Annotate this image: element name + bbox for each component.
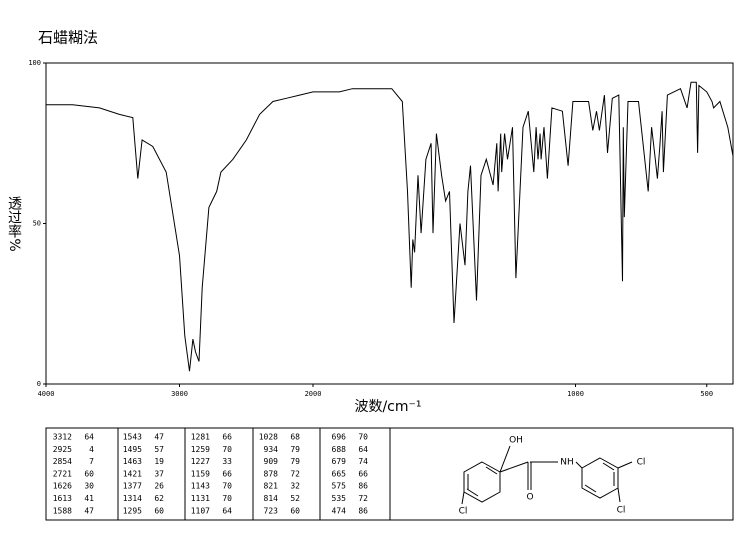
peak-transmittance: 64 [222,506,232,515]
atom-label: NH [560,458,574,468]
peak-wavenumber: 696 [332,433,347,442]
peak-wavenumber: 1028 [259,433,278,442]
peak-transmittance: 41 [84,494,94,503]
peak-transmittance: 72 [358,494,368,503]
peak-transmittance: 57 [154,445,164,454]
peak-wavenumber: 665 [332,469,347,478]
peak-transmittance: 4 [89,445,94,454]
peak-wavenumber: 1259 [191,445,210,454]
peak-wavenumber: 723 [264,506,279,515]
peak-wavenumber: 1377 [123,482,142,491]
atom-label: Cl [617,506,626,516]
peak-transmittance: 26 [154,482,164,491]
peak-wavenumber: 821 [264,482,279,491]
spectrum-line [46,81,734,372]
peak-wavenumber: 1295 [123,506,142,515]
peak-wavenumber: 535 [332,494,347,503]
x-tick-label: 4000 [38,390,55,398]
peak-wavenumber: 934 [264,445,279,454]
peak-wavenumber: 909 [264,457,279,466]
x-tick-label: 2000 [305,390,322,398]
peak-transmittance: 60 [290,506,300,515]
y-tick-label: 100 [28,59,41,67]
peak-transmittance: 70 [222,445,232,454]
peak-transmittance: 32 [290,482,300,491]
peak-transmittance: 30 [84,482,94,491]
peak-wavenumber: 679 [332,457,347,466]
structure-bonds [461,445,633,505]
peak-transmittance: 70 [222,482,232,491]
peak-transmittance: 66 [358,469,368,478]
peak-transmittance: 64 [84,433,94,442]
atom-label: OH [509,436,523,446]
peak-wavenumber: 474 [332,506,347,515]
peak-transmittance: 86 [358,506,368,515]
peak-wavenumber: 688 [332,445,347,454]
atom-label: Cl [637,458,646,468]
peak-wavenumber: 1107 [191,506,210,515]
peak-transmittance: 62 [154,494,164,503]
peak-transmittance: 60 [84,469,94,478]
peak-transmittance: 68 [290,433,300,442]
peak-wavenumber: 878 [264,469,279,478]
peak-transmittance: 60 [154,506,164,515]
x-tick-label: 1000 [567,390,584,398]
peak-transmittance: 66 [222,469,232,478]
peak-transmittance: 86 [358,482,368,491]
x-tick-label: 3000 [171,390,188,398]
peak-transmittance: 79 [290,457,300,466]
peak-wavenumber: 1613 [53,494,72,503]
peak-transmittance: 47 [154,433,164,442]
peak-wavenumber: 2925 [53,445,72,454]
peak-wavenumber: 1281 [191,433,210,442]
peak-wavenumber: 1143 [191,482,210,491]
atom-label: Cl [459,507,468,517]
peak-transmittance: 7 [89,457,94,466]
y-tick-label: 0 [37,380,41,388]
table-dividers [117,428,391,520]
peak-wavenumber: 814 [264,494,279,503]
peak-transmittance: 70 [358,433,368,442]
x-tick-label: 500 [700,390,713,398]
peak-transmittance: 66 [222,433,232,442]
peak-wavenumber: 1588 [53,506,72,515]
peak-transmittance: 64 [358,445,368,454]
peak-wavenumber: 1421 [123,469,142,478]
peak-wavenumber: 1159 [191,469,210,478]
peak-wavenumber: 1626 [53,482,72,491]
peak-wavenumber: 1227 [191,457,210,466]
x-label: 波数/cm⁻¹ [354,399,421,415]
peak-transmittance: 72 [290,469,300,478]
y-label: 透过率% [6,196,22,251]
atom-label: O [526,493,533,503]
title: 石蜡糊法 [38,29,98,47]
peak-transmittance: 52 [290,494,300,503]
y-tick-label: 50 [33,220,41,228]
peak-transmittance: 79 [290,445,300,454]
peak-transmittance: 47 [84,506,94,515]
peak-wavenumber: 1314 [123,494,142,503]
peak-wavenumber: 575 [332,482,347,491]
peak-wavenumber: 1131 [191,494,210,503]
peak-transmittance: 33 [222,457,232,466]
plot-frame [45,62,734,385]
peak-transmittance: 74 [358,457,368,466]
peak-transmittance: 37 [154,469,164,478]
peak-transmittance: 19 [154,457,164,466]
peak-wavenumber: 3312 [53,433,72,442]
peak-wavenumber: 1495 [123,445,142,454]
peak-wavenumber: 1543 [123,433,142,442]
peak-transmittance: 70 [222,494,232,503]
peak-wavenumber: 2854 [53,457,72,466]
peak-wavenumber: 1463 [123,457,142,466]
peak-wavenumber: 2721 [53,469,72,478]
